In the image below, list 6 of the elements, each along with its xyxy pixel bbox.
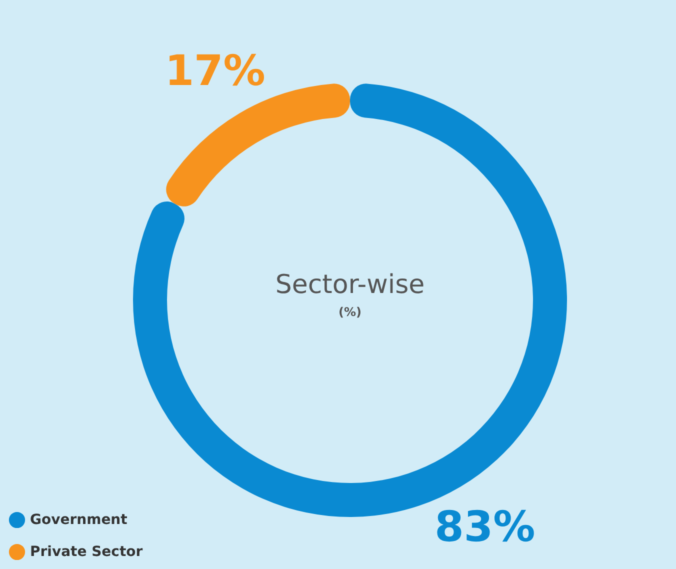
legend-label: Government (30, 512, 128, 528)
text: (%) (338, 305, 362, 319)
data-label: 17% (164, 46, 266, 95)
legend-label: Private Sector (30, 544, 143, 560)
data-label: 83% (434, 502, 536, 552)
text: Sector-wise (275, 270, 425, 300)
